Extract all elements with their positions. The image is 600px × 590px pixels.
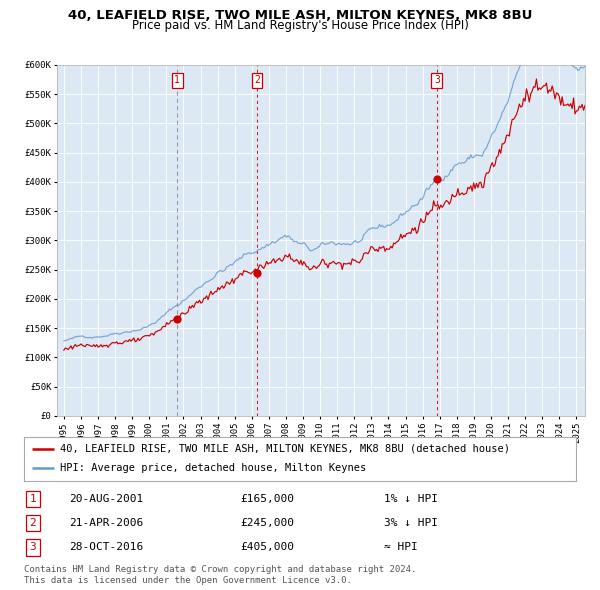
Text: £165,000: £165,000 (240, 494, 294, 504)
Point (432, 174, 442, 183)
Text: 40, LEAFIELD RISE, TWO MILE ASH, MILTON KEYNES, MK8 8BU: 40, LEAFIELD RISE, TWO MILE ASH, MILTON … (68, 9, 532, 22)
Text: Price paid vs. HM Land Registry's House Price Index (HPI): Price paid vs. HM Land Registry's House … (131, 19, 469, 32)
Text: 2: 2 (29, 518, 37, 528)
Text: 40, LEAFIELD RISE, TWO MILE ASH, MILTON KEYNES, MK8 8BU (detached house): 40, LEAFIELD RISE, TWO MILE ASH, MILTON … (60, 444, 510, 454)
Text: 28-OCT-2016: 28-OCT-2016 (69, 542, 143, 552)
Text: 3: 3 (29, 542, 37, 552)
Text: £245,000: £245,000 (240, 518, 294, 528)
Text: 3: 3 (434, 76, 440, 86)
Text: £405,000: £405,000 (240, 542, 294, 552)
Text: ≈ HPI: ≈ HPI (384, 542, 418, 552)
Text: 1% ↓ HPI: 1% ↓ HPI (384, 494, 438, 504)
Point (252, 268, 262, 277)
Text: 2: 2 (254, 76, 260, 86)
Text: Contains HM Land Registry data © Crown copyright and database right 2024.
This d: Contains HM Land Registry data © Crown c… (24, 565, 416, 585)
Text: 20-AUG-2001: 20-AUG-2001 (69, 494, 143, 504)
Text: HPI: Average price, detached house, Milton Keynes: HPI: Average price, detached house, Milt… (60, 464, 366, 473)
Text: 1: 1 (175, 76, 180, 86)
Text: 1: 1 (29, 494, 37, 504)
Text: 21-APR-2006: 21-APR-2006 (69, 518, 143, 528)
Text: 3% ↓ HPI: 3% ↓ HPI (384, 518, 438, 528)
Point (172, 314, 182, 324)
